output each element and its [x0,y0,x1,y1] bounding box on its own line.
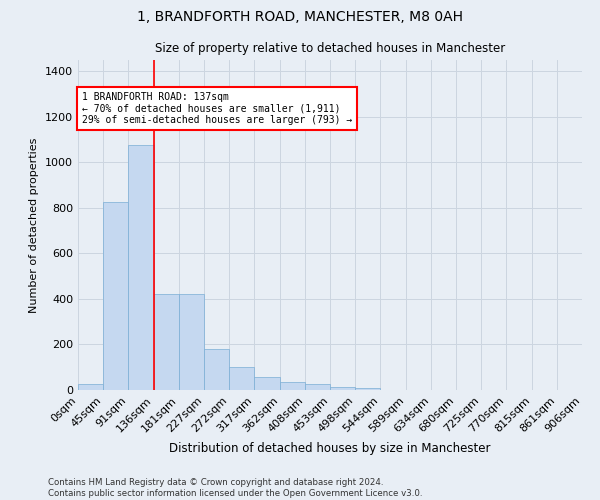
Text: Contains HM Land Registry data © Crown copyright and database right 2024.
Contai: Contains HM Land Registry data © Crown c… [48,478,422,498]
Bar [229,367,254,390]
Bar [355,388,380,390]
Bar [254,378,280,390]
Bar [280,382,305,390]
Y-axis label: Number of detached properties: Number of detached properties [29,138,40,312]
Bar [128,146,154,390]
Text: 1 BRANDFORTH ROAD: 137sqm
← 70% of detached houses are smaller (1,911)
29% of se: 1 BRANDFORTH ROAD: 137sqm ← 70% of detac… [82,92,352,125]
Bar [154,294,179,390]
Bar [204,348,229,390]
Bar [305,384,330,390]
Text: 1, BRANDFORTH ROAD, MANCHESTER, M8 0AH: 1, BRANDFORTH ROAD, MANCHESTER, M8 0AH [137,10,463,24]
X-axis label: Distribution of detached houses by size in Manchester: Distribution of detached houses by size … [169,442,491,455]
Bar [78,384,103,390]
Bar [179,294,204,390]
Bar [103,202,128,390]
Title: Size of property relative to detached houses in Manchester: Size of property relative to detached ho… [155,42,505,54]
Bar [330,386,355,390]
